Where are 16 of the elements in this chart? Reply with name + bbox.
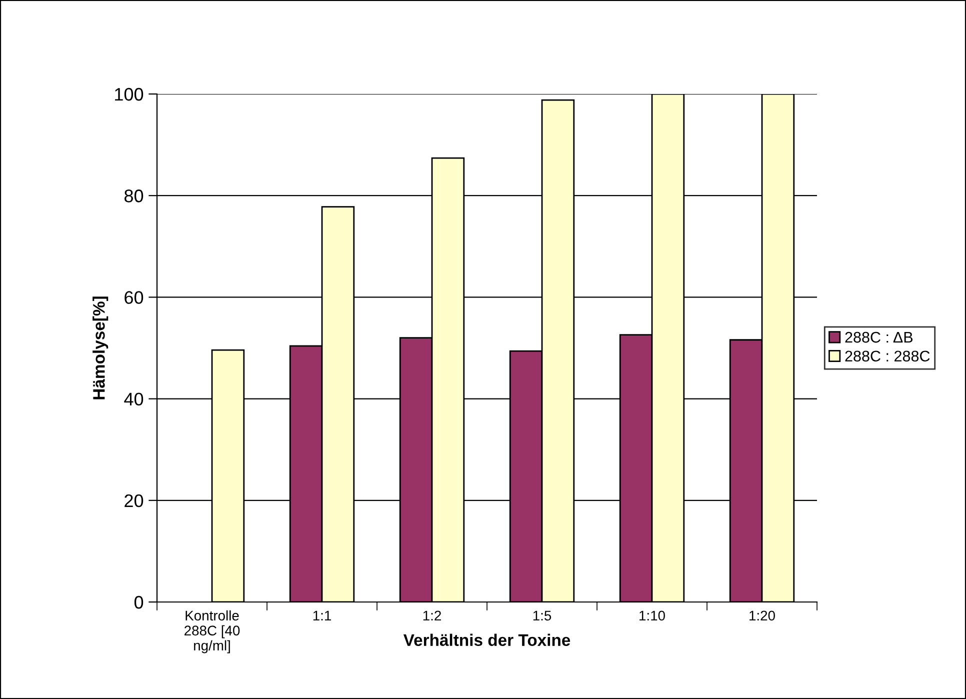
y-tick-label: 40 [124, 392, 144, 406]
x-tick-label: 1:1 [313, 610, 331, 620]
x-tick-label: 1:10 [640, 610, 665, 621]
x-tick-label: 1:5 [533, 610, 552, 621]
y-tick-label: 60 [124, 291, 144, 304]
y-tick-label: 80 [124, 190, 144, 202]
y-tick-label: 100 [115, 88, 144, 101]
x-tick-label: Kontrolle 288C [40 ng/ml] [184, 610, 240, 654]
x-axis-title: Verhältnis der Toxine [403, 634, 570, 646]
y-tick-label: 0 [134, 596, 144, 609]
x-tick-label: 1:20 [750, 610, 775, 621]
x-tick-label: 1:2 [423, 610, 441, 620]
y-tick-label: 20 [124, 494, 144, 508]
legend-label: 288C : ΔB [845, 332, 913, 343]
y-axis-title: Hämolyse[%] [92, 296, 108, 400]
legend-label: 288C : 288C [845, 350, 930, 362]
